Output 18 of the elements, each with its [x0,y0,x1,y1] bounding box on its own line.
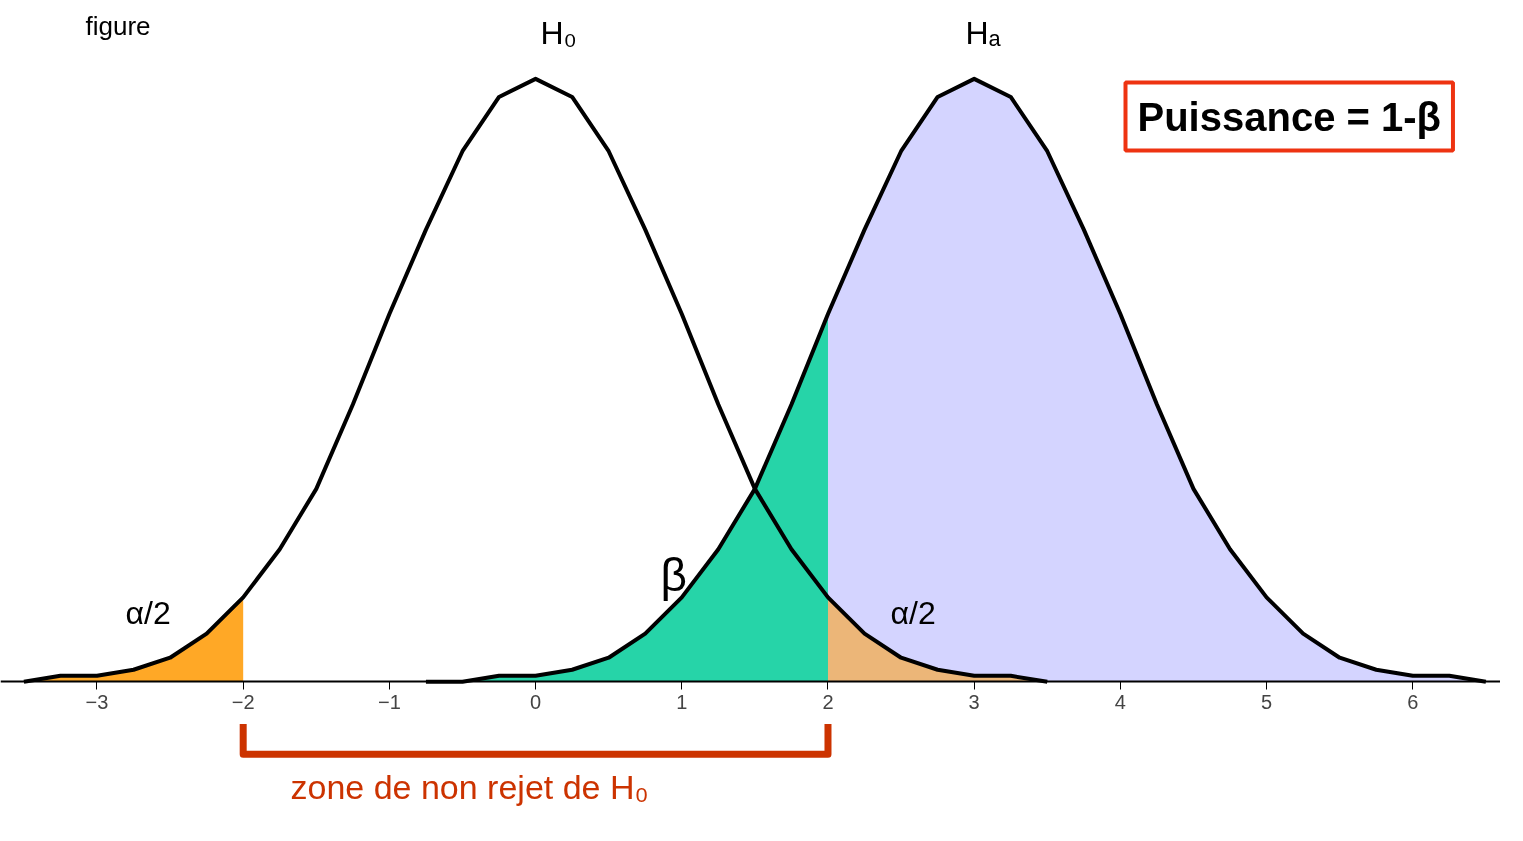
x-tick-label: 1 [676,690,688,713]
x-tick-label: 6 [1407,690,1419,713]
x-tick-label: 2 [822,690,834,713]
annotation: β [660,548,687,601]
chart-title: figure [85,10,151,41]
annotation: α/2 [125,594,171,631]
x-tick-label: 0 [530,690,542,713]
x-tick-label: 3 [968,690,980,713]
annotation: Puissance = 1-β [1137,94,1441,139]
annotation: α/2 [890,594,936,631]
x-tick-label: 5 [1261,690,1273,713]
x-tick-label: 4 [1114,690,1126,713]
x-tick-label: −1 [377,690,401,713]
x-tick-label: −3 [85,690,109,713]
text: zone de non rejet de H₀ [290,767,649,806]
text: H₀ [540,14,577,51]
text: Hₐ [965,14,1002,51]
x-tick-label: −2 [231,690,255,713]
